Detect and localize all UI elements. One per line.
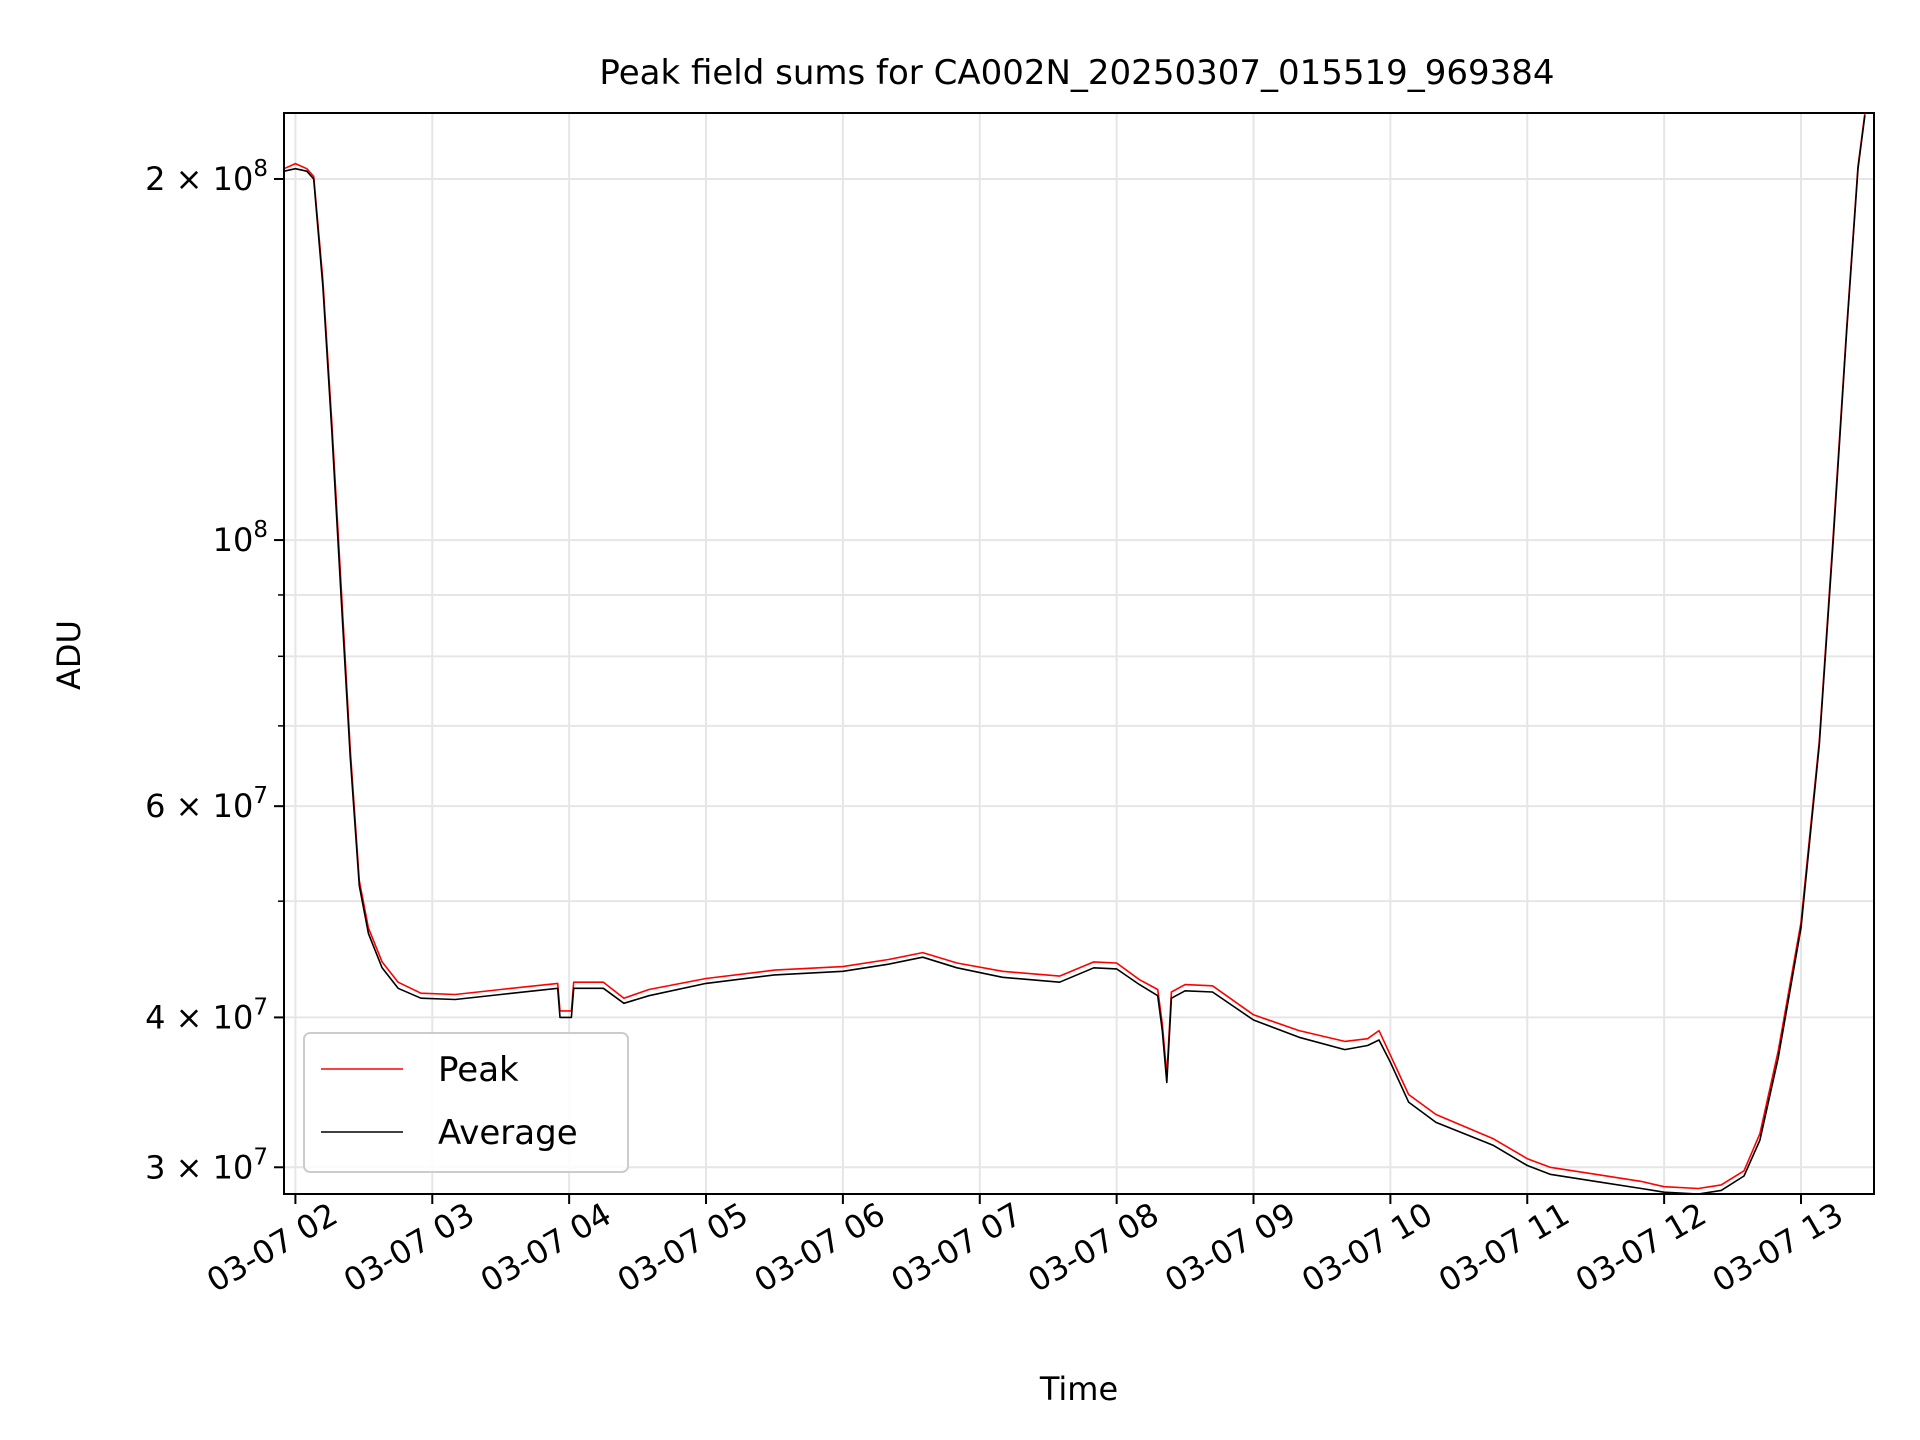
- x-tick-label: 03-07 04: [474, 1195, 618, 1300]
- legend: Peak Average: [303, 1032, 629, 1173]
- y-axis: 2 × 108 108 6 × 107 4 × 107 3 × 107: [145, 156, 284, 1186]
- series-line-peak: [284, 113, 1866, 1190]
- y-tick-label: 108: [213, 517, 268, 559]
- y-axis-label: ADU: [50, 620, 88, 690]
- y-tick-label: 2 × 108: [145, 156, 268, 198]
- y-tick-label: 3 × 107: [145, 1144, 268, 1186]
- y-tick-label: 4 × 107: [145, 994, 268, 1036]
- x-tick-label: 03-07 07: [885, 1195, 1029, 1300]
- legend-label-average: Average: [438, 1113, 578, 1153]
- x-tick-label: 03-07 06: [748, 1195, 892, 1300]
- legend-box: [303, 1032, 629, 1173]
- chart-title: Peak field sums for CA002N_20250307_0155…: [599, 53, 1554, 93]
- legend-label-peak: Peak: [438, 1050, 519, 1090]
- x-tick-label: 03-07 13: [1706, 1195, 1850, 1300]
- plot-series: [284, 113, 1866, 1194]
- grid: [284, 113, 1874, 1194]
- x-tick-label: 03-07 05: [611, 1195, 755, 1300]
- x-tick-label: 03-07 11: [1432, 1195, 1576, 1300]
- x-tick-label: 03-07 12: [1569, 1195, 1713, 1300]
- x-tick-label: 03-07 02: [200, 1195, 344, 1300]
- x-tick-label: 03-07 03: [337, 1195, 481, 1300]
- plot-frame: [283, 112, 1875, 1195]
- x-tick-label: 03-07 10: [1295, 1195, 1439, 1300]
- x-tick-label: 03-07 09: [1158, 1195, 1302, 1300]
- y-tick-label: 6 × 107: [145, 783, 268, 825]
- x-tick-label: 03-07 08: [1021, 1195, 1165, 1300]
- x-axis-label: Time: [1039, 1370, 1118, 1408]
